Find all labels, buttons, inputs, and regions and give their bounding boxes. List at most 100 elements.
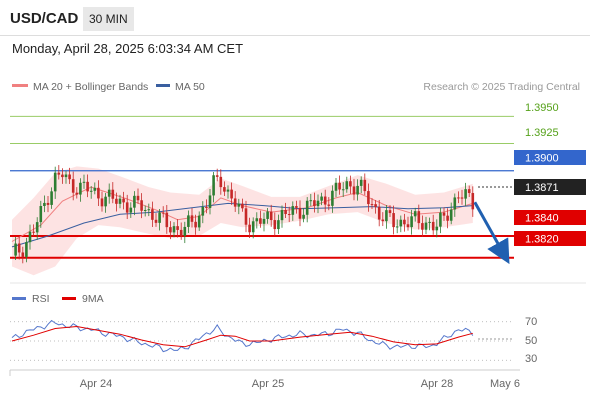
candle-body: [349, 181, 352, 187]
candle-body: [179, 229, 183, 236]
candle-body: [183, 226, 187, 236]
candle-body: [345, 181, 349, 190]
candle-body: [100, 198, 104, 207]
candle-body: [68, 174, 71, 180]
candle-body: [255, 218, 259, 222]
candle-body: [46, 202, 50, 205]
candle-body: [313, 200, 316, 207]
candle-body: [413, 211, 417, 217]
legend-label-ma50: MA 50: [175, 81, 205, 93]
forecast-arrow: [473, 201, 510, 265]
candle-body: [107, 189, 111, 197]
candle-body: [223, 187, 226, 192]
level-lines: [10, 115, 514, 259]
candle-body: [71, 179, 75, 193]
candle-body: [61, 174, 64, 178]
candle-body: [161, 212, 165, 214]
candle-body: [241, 203, 244, 209]
candle-body: [431, 221, 435, 231]
candle-body: [172, 226, 176, 233]
candle-body: [460, 197, 464, 199]
candle-body: [165, 212, 169, 228]
rsi-legend: RSI 9MA: [12, 293, 104, 305]
candle-body: [111, 189, 115, 199]
candle-body: [53, 172, 57, 192]
candle-body: [435, 226, 439, 231]
candle-body: [154, 219, 158, 223]
candle-body: [197, 215, 201, 228]
candle-body: [147, 209, 151, 211]
candle-body: [133, 195, 136, 208]
candle-body: [208, 195, 212, 208]
candle-body: [269, 211, 273, 221]
candle-body: [316, 200, 320, 207]
legend-label-9ma: 9MA: [82, 293, 104, 305]
rsi-tick-30: 30: [525, 353, 537, 365]
candle-body: [356, 185, 359, 195]
level-label-1-3840: 1.3840: [525, 213, 559, 225]
candle-body: [287, 214, 291, 216]
x-label-may-6: May 6: [490, 378, 520, 390]
candle-body: [237, 203, 241, 207]
candle-body: [392, 213, 395, 228]
candle-body: [323, 196, 327, 205]
candle-body: [280, 210, 284, 221]
candle-body: [453, 197, 457, 210]
candle-body: [284, 210, 287, 215]
candle-body: [28, 231, 32, 243]
candle-body: [129, 207, 133, 213]
candle-body: [338, 182, 341, 190]
candle-body: [35, 222, 39, 233]
candle-body: [136, 195, 140, 201]
legend-label-bollinger: MA 20 + Bollinger Bands: [33, 81, 148, 93]
candle-body: [122, 198, 125, 203]
current-price-label: 1.3871: [525, 182, 559, 194]
candle-body: [86, 181, 89, 192]
candle-body: [377, 206, 381, 220]
candle-body: [187, 215, 190, 227]
legend-label-rsi: RSI: [32, 293, 50, 305]
candle-body: [176, 226, 179, 230]
candle-body: [403, 219, 406, 225]
candlesticks: [14, 165, 475, 264]
candle-body: [406, 224, 410, 228]
chart-header: USD/CAD 30 MIN: [0, 0, 590, 36]
candle-body: [331, 190, 334, 206]
candle-body: [320, 196, 323, 201]
timeframe-button[interactable]: 30 MIN: [83, 7, 134, 31]
rsi-ma-line: [11, 325, 473, 348]
candle-body: [115, 198, 118, 204]
candle-body: [428, 221, 431, 223]
candle-body: [125, 202, 129, 213]
candle-body: [262, 218, 266, 224]
x-label-apr-25: Apr 25: [252, 378, 284, 390]
candle-body: [381, 219, 385, 222]
candle-body: [442, 212, 446, 216]
candle-body: [151, 209, 154, 220]
level-tags: 1.3950 1.3925 1.3900 1.3871 1.3840 1.382…: [514, 102, 586, 246]
candle-body: [309, 200, 313, 202]
candle-body: [140, 200, 143, 211]
candle-body: [32, 231, 35, 233]
candle-body: [158, 212, 161, 223]
candle-body: [363, 179, 367, 192]
candle-body: [21, 252, 25, 257]
candle-body: [244, 208, 248, 225]
candle-body: [219, 176, 223, 188]
candle-body: [341, 189, 345, 191]
candle-body: [367, 191, 370, 205]
candle-body: [230, 189, 233, 199]
time-axis: Apr 24 Apr 25 Apr 28 May 6: [9, 369, 520, 390]
candle-body: [43, 202, 46, 207]
level-label-1-3820: 1.3820: [525, 234, 559, 246]
main-legend: MA 20 + Bollinger Bands MA 50: [12, 81, 205, 93]
candle-body: [449, 209, 453, 221]
x-label-apr-24: Apr 24: [80, 378, 112, 390]
candle-body: [226, 189, 230, 192]
candle-body: [395, 226, 399, 228]
level-tag-1-3840: [514, 210, 586, 225]
candle-body: [273, 220, 277, 230]
candle-body: [464, 189, 467, 199]
legend-swatch-bollinger: [12, 84, 28, 87]
candle-body: [305, 200, 309, 215]
